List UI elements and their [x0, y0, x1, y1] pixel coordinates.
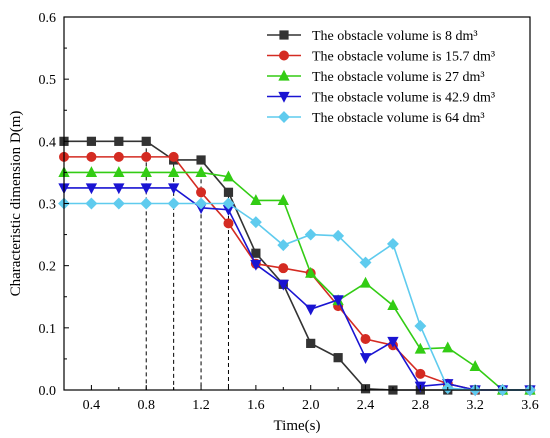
x-tick-label: 3.2 — [466, 398, 484, 413]
data-point — [305, 266, 317, 278]
data-point — [113, 151, 124, 162]
x-axis-title: Time(s) — [274, 418, 321, 434]
data-point — [442, 341, 454, 353]
legend-marker — [278, 50, 289, 61]
legend-label: The obstacle volume is 15.7 dm³ — [312, 50, 495, 65]
data-point — [387, 299, 399, 311]
legend-marker — [278, 91, 290, 103]
x-tick-label: 0.8 — [137, 398, 155, 413]
series-line-2 — [64, 171, 530, 391]
data-point — [112, 197, 125, 210]
legend-label: The obstacle volume is 64 dm³ — [312, 111, 485, 126]
data-point — [114, 136, 124, 146]
x-tick-label: 2.8 — [412, 398, 430, 413]
legend-label: The obstacle volume is 8 dm³ — [312, 29, 478, 44]
data-point — [305, 304, 317, 316]
data-point — [140, 166, 152, 178]
plot-series — [58, 136, 536, 397]
x-tick-label: 1.6 — [247, 398, 265, 413]
legend-entry-3: The obstacle volume is 42.9 dm³ — [267, 91, 495, 106]
legend-label: The obstacle volume is 42.9 dm³ — [312, 91, 495, 106]
data-point — [141, 151, 152, 162]
legend-marker — [279, 30, 289, 40]
data-point — [167, 197, 180, 210]
x-axis: 0.4 0.8 1.2 1.6 2.0 2.4 2.8 3.2 3.6 — [83, 385, 539, 413]
data-point — [141, 136, 151, 146]
data-point — [249, 216, 262, 229]
data-point — [387, 336, 399, 348]
y-axis: 0.0 0.1 0.2 0.3 0.4 0.5 0.6 — [39, 11, 69, 399]
series-0 — [59, 136, 535, 395]
data-point — [85, 166, 98, 178]
legend-entry-2: The obstacle volume is 27 dm³ — [267, 69, 485, 85]
data-point — [168, 151, 179, 162]
data-point — [223, 218, 234, 229]
data-point — [414, 320, 427, 332]
data-point — [196, 155, 206, 165]
data-point — [113, 183, 125, 195]
data-point — [140, 197, 153, 210]
data-point — [113, 166, 125, 178]
x-tick-label: 2.4 — [357, 398, 375, 413]
data-point — [360, 334, 371, 345]
series-line-1 — [64, 156, 530, 391]
data-point — [195, 197, 208, 210]
data-point — [277, 239, 290, 252]
data-point — [333, 353, 343, 363]
x-tick-label: 3.6 — [521, 398, 539, 413]
data-point — [86, 136, 97, 146]
legend-marker — [278, 69, 290, 81]
data-point — [222, 197, 235, 210]
legend: The obstacle volume is 8 dm³ The obstacle… — [267, 29, 495, 126]
data-point — [277, 194, 289, 205]
data-point — [359, 353, 372, 364]
data-point — [332, 295, 344, 307]
data-point — [222, 170, 235, 182]
legend-label: The obstacle volume is 27 dm³ — [312, 70, 485, 85]
data-point — [167, 166, 180, 178]
data-point — [223, 187, 234, 197]
y-tick-label: 0.0 — [39, 384, 57, 399]
legend-entry-1: The obstacle volume is 15.7 dm³ — [267, 50, 495, 65]
series-3 — [58, 183, 536, 397]
legend-marker — [278, 111, 290, 123]
data-point — [306, 338, 316, 348]
y-tick-label: 0.6 — [39, 11, 57, 26]
legend-entry-0: The obstacle volume is 8 dm³ — [267, 29, 478, 44]
series-line-0 — [64, 140, 530, 391]
data-point — [196, 187, 207, 198]
data-point — [332, 229, 345, 242]
data-point — [277, 279, 289, 291]
series-2 — [58, 166, 536, 395]
data-point — [85, 197, 98, 210]
y-tick-label: 0.5 — [39, 73, 57, 88]
y-tick-label: 0.1 — [39, 322, 57, 337]
data-point — [278, 263, 289, 274]
x-tick-label: 0.4 — [83, 398, 101, 413]
data-point — [167, 183, 180, 195]
legend-entry-4: The obstacle volume is 64 dm³ — [267, 111, 485, 126]
data-point — [140, 183, 152, 195]
y-tick-label: 0.3 — [39, 198, 57, 213]
data-point — [414, 342, 427, 354]
y-tick-label: 0.4 — [39, 135, 57, 150]
x-tick-label: 2.0 — [302, 398, 320, 413]
data-point — [359, 276, 372, 288]
data-point — [250, 259, 262, 271]
data-point — [359, 256, 372, 269]
data-point — [469, 360, 481, 371]
data-point — [195, 166, 207, 178]
x-tick-label: 1.2 — [192, 398, 210, 413]
data-point — [415, 368, 426, 379]
y-axis-title: Characteristic dimension D(m) — [8, 111, 24, 297]
data-point — [251, 248, 261, 258]
data-point — [86, 151, 97, 162]
y-tick-label: 0.2 — [39, 260, 57, 275]
series-line-3 — [64, 187, 530, 391]
data-point — [85, 183, 98, 195]
data-point — [250, 194, 262, 205]
data-point — [304, 228, 317, 241]
data-point — [386, 237, 399, 250]
